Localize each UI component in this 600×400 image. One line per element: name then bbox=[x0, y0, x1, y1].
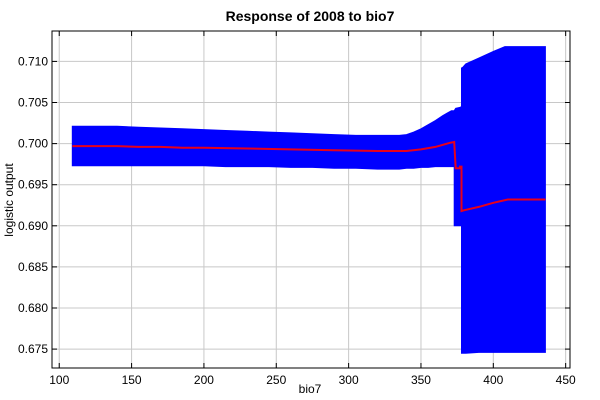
x-tick-label: 300 bbox=[339, 373, 359, 387]
y-tick-label: 0.680 bbox=[18, 301, 48, 315]
x-tick-label: 450 bbox=[556, 373, 576, 387]
y-tick-label: 0.675 bbox=[18, 342, 48, 356]
y-tick-label: 0.685 bbox=[18, 260, 48, 274]
response-line bbox=[72, 140, 546, 213]
x-tick-label: 400 bbox=[483, 373, 503, 387]
confidence-band bbox=[71, 46, 546, 354]
x-axis-label: bio7 bbox=[299, 382, 322, 396]
plot-frame bbox=[51, 30, 571, 369]
y-tick-label: 0.695 bbox=[18, 178, 48, 192]
x-tick-label: 350 bbox=[411, 373, 431, 387]
chart-title: Response of 2008 to bio7 bbox=[226, 8, 395, 24]
x-tick-label: 150 bbox=[122, 373, 142, 387]
axis-ticks: 100 150 200 250 300 350 400 450 0.675 0.680 0.685 0… bbox=[18, 31, 576, 387]
plot-series bbox=[71, 46, 546, 354]
x-tick-label: 200 bbox=[194, 373, 214, 387]
y-tick-label: 0.700 bbox=[18, 137, 48, 151]
y-tick-label: 0.710 bbox=[18, 54, 48, 68]
y-tick-label: 0.705 bbox=[18, 96, 48, 110]
y-axis-label: logistic output bbox=[2, 163, 16, 237]
x-tick-label: 100 bbox=[49, 373, 69, 387]
y-tick-label: 0.690 bbox=[18, 219, 48, 233]
x-tick-label: 250 bbox=[266, 373, 286, 387]
